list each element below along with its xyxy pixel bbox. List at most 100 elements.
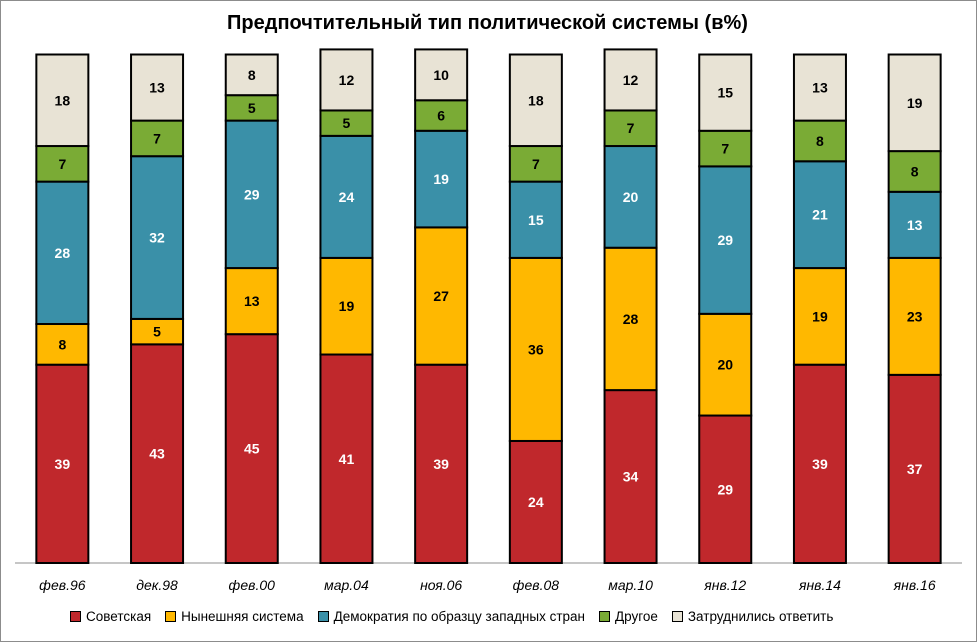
x-tick-label: мар.04 — [324, 577, 369, 593]
data-label: 27 — [433, 288, 449, 304]
data-label: 8 — [58, 336, 66, 352]
bar-stack-фев.08: 24 36 15 7 18 — [508, 53, 563, 564]
bar-segment — [887, 53, 942, 153]
data-label: 43 — [149, 446, 165, 462]
data-label: 10 — [433, 67, 449, 83]
bar-segment — [319, 134, 374, 259]
bar-segment — [130, 119, 185, 158]
data-label: 19 — [339, 298, 355, 314]
data-label: 29 — [244, 186, 260, 202]
data-label: 28 — [55, 245, 71, 261]
data-label: 20 — [717, 357, 733, 373]
bar-stack-фев.96: 39 8 28 7 18 — [35, 53, 90, 564]
bar-segment — [698, 414, 753, 564]
data-label: 13 — [244, 293, 260, 309]
bar-segment — [319, 256, 374, 356]
data-label: 28 — [623, 311, 639, 327]
data-label: 7 — [721, 141, 729, 157]
data-label: 5 — [343, 115, 351, 131]
bar-segment — [698, 312, 753, 417]
legend-label: Нынешняя система — [181, 609, 304, 624]
data-label: 29 — [717, 232, 733, 248]
bar-segment — [35, 145, 90, 183]
legend-item: Нынешняя система — [165, 609, 304, 624]
bar-segment — [792, 160, 847, 270]
bar-segment — [792, 267, 847, 366]
data-label: 15 — [717, 85, 733, 101]
data-label: 39 — [55, 456, 71, 472]
data-label: 39 — [812, 456, 828, 472]
bar-segment — [508, 53, 563, 148]
bar-stack-янв.12: 29 20 29 7 15 — [698, 53, 753, 564]
data-label: 37 — [907, 461, 923, 477]
bar-segment — [414, 129, 469, 229]
bar-segment — [224, 94, 279, 122]
bar-stack-мар.10: 34 28 20 7 12 — [603, 48, 658, 564]
data-label: 13 — [907, 217, 923, 233]
bar-segment — [224, 333, 279, 564]
legend-swatch — [70, 611, 81, 622]
data-label: 45 — [244, 441, 260, 457]
bar-segment — [414, 226, 469, 366]
x-tick-label: янв.14 — [798, 577, 841, 593]
data-label: 29 — [717, 481, 733, 497]
data-label: 8 — [816, 133, 824, 149]
chart-legend: Советская Нынешняя система Демократия по о… — [70, 609, 847, 624]
bar-segment — [35, 180, 90, 326]
data-label: 8 — [911, 163, 919, 179]
x-tick-label: мар.10 — [608, 577, 653, 593]
data-label: 41 — [339, 451, 355, 467]
data-label: 7 — [532, 156, 540, 172]
bar-segment — [414, 99, 469, 132]
data-label: 21 — [812, 207, 828, 223]
legend-label: Затруднились ответить — [687, 609, 834, 624]
bar-segment — [35, 363, 90, 564]
x-tick-label: ноя.06 — [420, 577, 462, 593]
data-label: 32 — [149, 230, 165, 246]
data-label: 6 — [437, 108, 445, 124]
legend-label: Другое — [615, 609, 658, 624]
legend-item: Затруднились ответить — [671, 609, 834, 624]
bar-segment — [35, 53, 90, 148]
bar-stack-дек.98: 43 5 32 7 13 — [130, 53, 185, 564]
x-tick-label: фев.96 — [39, 577, 86, 593]
bar-stack-янв.16: 37 23 13 8 19 — [887, 53, 942, 565]
bar-segment — [130, 343, 185, 564]
legend-label: Советская — [86, 609, 152, 624]
data-label: 23 — [907, 308, 923, 324]
data-label: 5 — [248, 100, 256, 116]
bar-segment — [887, 150, 942, 193]
bar-segment — [603, 109, 658, 148]
data-label: 13 — [812, 80, 828, 96]
legend-item: Демократия по образцу западных стран — [317, 609, 585, 624]
bar-segment — [414, 363, 469, 564]
bar-stack-янв.14: 39 19 21 8 13 — [792, 53, 847, 564]
x-tick-label: янв.16 — [893, 577, 936, 593]
bar-segment — [508, 145, 563, 183]
legend-label: Демократия по образцу западных стран — [333, 609, 585, 624]
bar-segment — [130, 155, 185, 320]
bar-segment — [792, 53, 847, 122]
bar-segment — [698, 165, 753, 315]
bar-segment — [698, 53, 753, 132]
x-tick-label: фев.08 — [513, 577, 560, 593]
data-label: 7 — [58, 156, 66, 172]
bar-stack-ноя.06: 39 27 19 6 10 — [414, 48, 469, 564]
data-label: 12 — [623, 72, 639, 88]
bar-segment — [508, 180, 563, 259]
bar-segment — [130, 53, 185, 122]
data-label: 20 — [623, 189, 639, 205]
data-label: 24 — [528, 494, 544, 510]
bar-segment — [130, 317, 185, 346]
data-label: 7 — [627, 120, 635, 136]
data-label: 36 — [528, 341, 544, 357]
data-label: 34 — [623, 469, 639, 485]
data-label: 19 — [433, 171, 449, 187]
bar-stack-фев.00: 45 13 29 5 8 — [224, 53, 279, 564]
x-tick-label: янв.12 — [703, 577, 746, 593]
data-label: 13 — [149, 80, 165, 96]
legend-swatch — [317, 611, 329, 622]
data-label: 19 — [812, 308, 828, 324]
bar-segment — [603, 48, 658, 112]
bar-segment — [887, 373, 942, 565]
